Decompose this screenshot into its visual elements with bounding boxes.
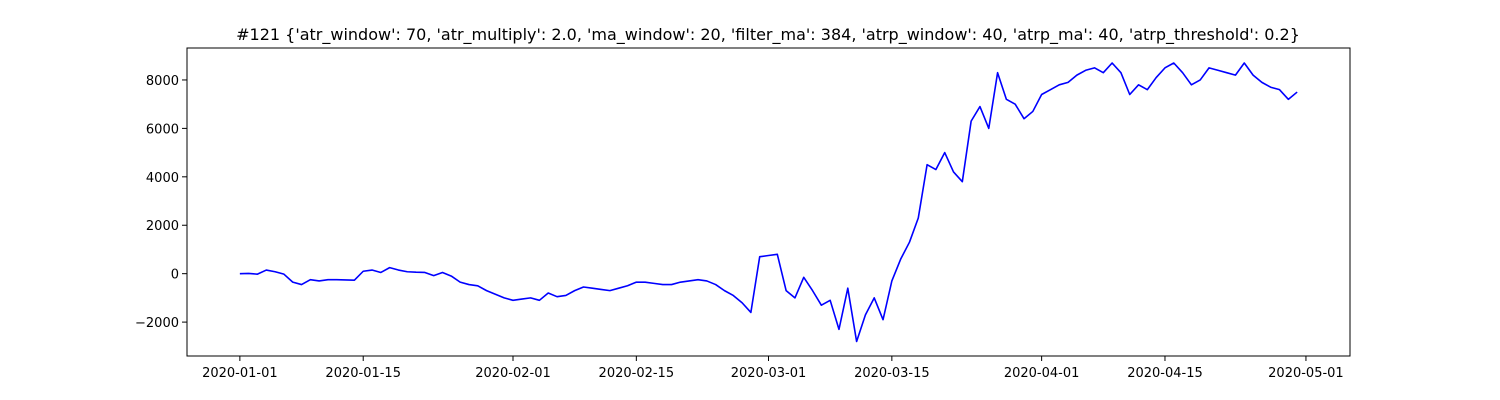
- x-tick-label: 2020-02-01: [475, 366, 551, 381]
- x-tick-label: 2020-04-15: [1127, 366, 1203, 381]
- x-tick-label: 2020-03-01: [731, 366, 807, 381]
- y-tick-label: −2000: [135, 316, 179, 331]
- x-tick-label: 2020-04-01: [1004, 366, 1080, 381]
- y-tick-label: 2000: [146, 219, 179, 234]
- x-tick-label: 2020-03-15: [854, 366, 930, 381]
- plot-frame: [186, 47, 1351, 357]
- y-tick-label: 4000: [146, 171, 179, 186]
- x-tick-label: 2020-02-15: [599, 366, 675, 381]
- y-tick-label: 0: [171, 268, 179, 283]
- x-tick-label: 2020-05-01: [1268, 366, 1344, 381]
- line-series: [239, 62, 1298, 343]
- x-tick-label: 2020-01-15: [325, 366, 401, 381]
- x-tick-label: 2020-01-01: [202, 366, 278, 381]
- chart-title: #121 {'atr_window': 70, 'atr_multiply': …: [236, 25, 1300, 45]
- y-tick-label: 6000: [146, 122, 179, 137]
- y-tick-label: 8000: [146, 74, 179, 89]
